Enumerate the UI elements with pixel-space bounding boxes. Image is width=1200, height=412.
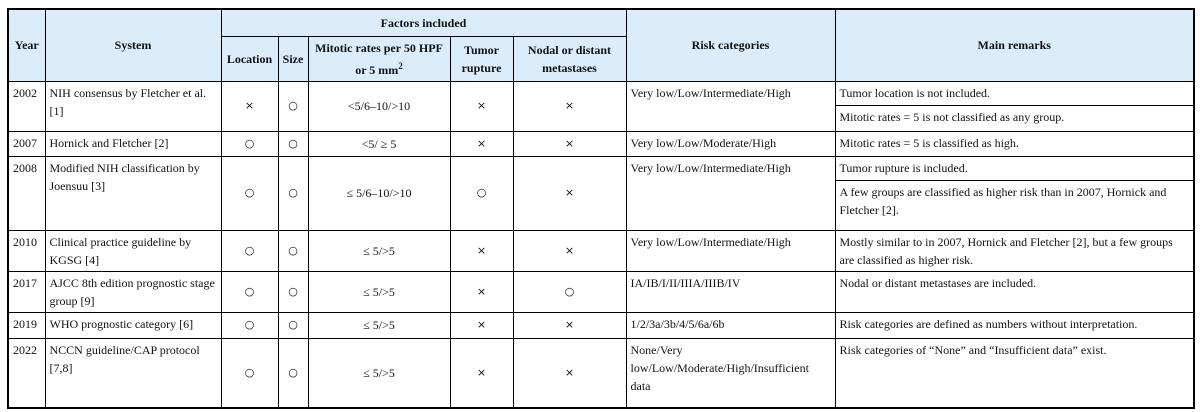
table-row: 2002 NIH consensus by Fletcher et al. [1]… <box>7 80 1195 132</box>
cell-remark: A few groups are classified as higher ri… <box>834 179 1195 231</box>
cell-year: 2022 <box>7 337 46 409</box>
cell-nodal: × <box>512 80 627 132</box>
cell-mitotic: ≤ 5/>5 <box>307 311 451 339</box>
cell-year: 2008 <box>7 155 46 231</box>
gist-risk-systems-table: Year System Factors included Risk catego… <box>7 8 1195 409</box>
cell-risk: Very low/Low/Moderate/High <box>625 130 836 157</box>
cell-year: 2010 <box>7 229 46 272</box>
header-size: Size <box>277 35 309 82</box>
cell-risk: Very low/Low/Intermediate/High <box>625 80 836 132</box>
table-row: 2022 NCCN guideline/CAP protocol [7,8] ○ ○ ≤… <box>7 337 1195 409</box>
header-year: Year <box>7 8 46 82</box>
cell-nodal: × <box>512 155 627 231</box>
cell-nodal: × <box>512 311 627 339</box>
cell-remark: Nodal or distant metastases are included… <box>834 270 1195 313</box>
table-row: 2010 Clinical practice guideline by KGSG … <box>7 229 1195 272</box>
cell-location: ○ <box>220 337 279 409</box>
cell-location: ○ <box>220 130 279 157</box>
cell-mitotic: ≤ 5/>5 <box>307 229 451 272</box>
header-nodal: Nodal or distant metastases <box>512 35 627 82</box>
cell-remark: Risk categories of “None” and “Insuffici… <box>834 337 1195 409</box>
cell-rupture: × <box>449 270 514 313</box>
header-rupture: Tumor rupture <box>449 35 514 82</box>
cell-size: ○ <box>277 311 309 339</box>
cell-rupture: × <box>449 229 514 272</box>
cell-mitotic: ≤ 5/>5 <box>307 337 451 409</box>
cell-nodal: ○ <box>512 270 627 313</box>
cell-size: ○ <box>277 80 309 132</box>
cell-remark: Tumor rupture is included. <box>834 155 1195 181</box>
cell-nodal: × <box>512 229 627 272</box>
cell-mitotic: <5/6–10/>10 <box>307 80 451 132</box>
cell-rupture: × <box>449 130 514 157</box>
cell-remark: Risk categories are defined as numbers w… <box>834 311 1195 339</box>
table-row: 2017 AJCC 8th edition prognostic stage gr… <box>7 270 1195 313</box>
cell-location: ○ <box>220 311 279 339</box>
table-row: 2019 WHO prognostic category [6] ○ ○ ≤ 5/>5 ×… <box>7 311 1195 339</box>
cell-location: ○ <box>220 270 279 313</box>
cell-risk: Very low/Low/Intermediate/High <box>625 229 836 272</box>
header-mitotic-text: Mitotic rates per 50 HPF or 5 mm <box>315 40 443 77</box>
cell-system: Hornick and Fletcher [2] <box>44 130 222 157</box>
cell-remark: Mitotic rates = 5 is not classified as a… <box>834 104 1195 132</box>
header-system: System <box>44 8 222 82</box>
cell-risk: Very low/Low/Intermediate/High <box>625 155 836 231</box>
cell-location: × <box>220 80 279 132</box>
cell-rupture: × <box>449 311 514 339</box>
table-row: Mitotic rates = 5 is not classified as a… <box>8 104 1195 132</box>
header-location: Location <box>220 35 279 82</box>
table-row: 2008 Modified NIH classification by Joens… <box>7 155 1195 231</box>
header-remarks: Main remarks <box>834 8 1195 82</box>
cell-rupture: ○ <box>449 155 514 231</box>
cell-nodal: × <box>512 337 627 409</box>
cell-risk: IA/IB/I/II/IIIA/IIIB/IV <box>625 270 836 313</box>
cell-year: 2017 <box>7 270 46 313</box>
cell-system: Clinical practice guideline by KGSG [4] <box>44 229 222 272</box>
header-mitotic: Mitotic rates per 50 HPF or 5 mm2 <box>307 35 451 82</box>
cell-location: ○ <box>220 229 279 272</box>
cell-mitotic: <5/ ≥ 5 <box>307 130 451 157</box>
cell-nodal: × <box>512 130 627 157</box>
cell-location: ○ <box>220 155 279 231</box>
cell-risk: 1/2/3a/3b/4/5/6a/6b <box>625 311 836 339</box>
header-mitotic-sup: 2 <box>398 60 403 71</box>
cell-system: WHO prognostic category [6] <box>44 311 222 339</box>
table-row: 2007 Hornick and Fletcher [2] ○ ○ <5/ ≥ 5 × × V… <box>7 130 1195 157</box>
cell-mitotic: ≤ 5/>5 <box>307 270 451 313</box>
cell-year: 2002 <box>7 80 46 132</box>
header-risk: Risk categories <box>625 8 836 82</box>
cell-size: ○ <box>277 337 309 409</box>
cell-mitotic: ≤ 5/6–10/>10 <box>307 155 451 231</box>
header-factors: Factors included <box>220 8 627 37</box>
cell-size: ○ <box>277 229 309 272</box>
cell-year: 2019 <box>7 311 46 339</box>
cell-rupture: × <box>449 80 514 132</box>
table-row: A few groups are classified as higher ri… <box>8 179 1195 231</box>
cell-system: Modified NIH classification by Joensuu [… <box>44 155 222 231</box>
cell-rupture: × <box>449 337 514 409</box>
cell-size: ○ <box>277 270 309 313</box>
cell-system: AJCC 8th edition prognostic stage group … <box>44 270 222 313</box>
cell-remark: Tumor location is not included. <box>834 80 1195 106</box>
cell-risk: None/Very low/Low/Moderate/High/Insuffic… <box>625 337 836 409</box>
cell-remark: Mitotic rates = 5 is classified as high. <box>834 130 1195 157</box>
cell-size: ○ <box>277 130 309 157</box>
cell-size: ○ <box>277 155 309 231</box>
cell-system: NIH consensus by Fletcher et al. [1] <box>44 80 222 132</box>
cell-remark: Mostly similar to in 2007, Hornick and F… <box>834 229 1195 272</box>
cell-system: NCCN guideline/CAP protocol [7,8] <box>44 337 222 409</box>
cell-year: 2007 <box>7 130 46 157</box>
